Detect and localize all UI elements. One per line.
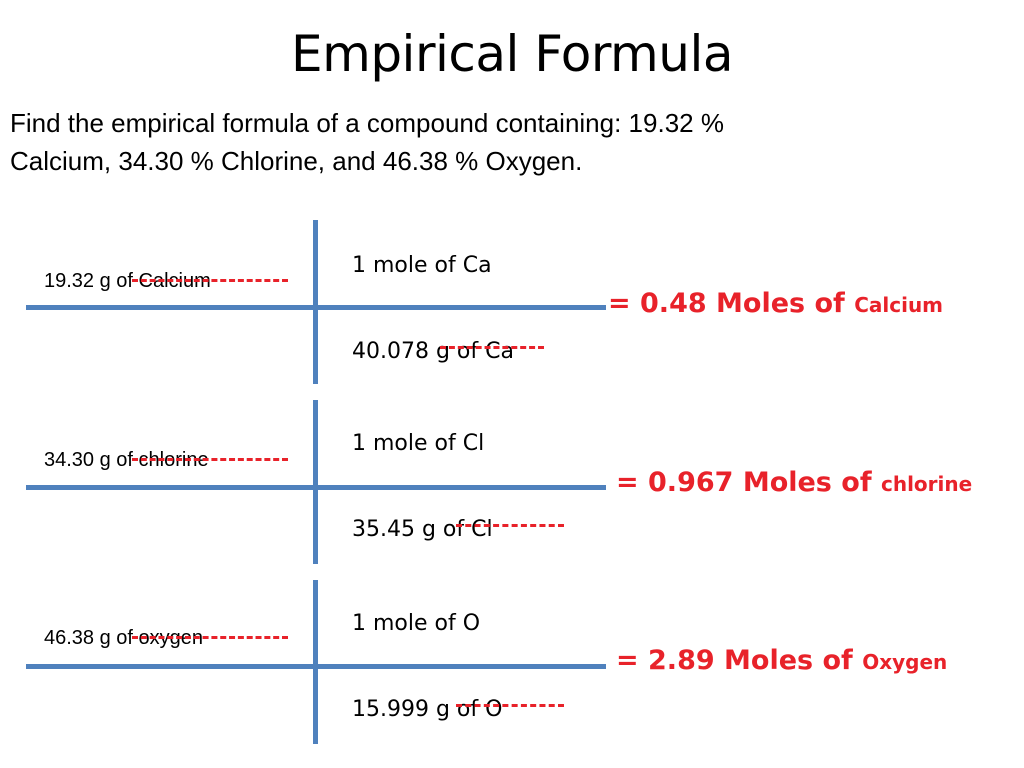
denominator-chlorine: 35.45 g of Cl xyxy=(352,517,493,542)
slide-title: Empirical Formula xyxy=(291,25,733,83)
result-chlorine: = 0.967 Moles of chlorine xyxy=(616,466,972,501)
result-value-chlorine: = 0.967 Moles of xyxy=(616,467,872,498)
cancel-mark xyxy=(132,636,288,639)
cancel-mark xyxy=(440,346,544,349)
conversion-divider-horizontal xyxy=(26,305,606,310)
conversion-divider-vertical xyxy=(313,400,318,564)
result-value-calcium: = 0.48 Moles of xyxy=(608,288,845,319)
conversion-oxygen: 46.38 g of oxygen 1 mole of O 15.999 g o… xyxy=(0,580,1024,750)
given-mass-oxygen: 46.38 g of oxygen xyxy=(44,627,204,649)
given-mass-calcium: 19.32 g of Calcium xyxy=(44,270,211,292)
result-value-oxygen: = 2.89 Moles of xyxy=(616,645,853,676)
conversion-chlorine: 34.30 g of chlorine 1 mole of Cl 35.45 g… xyxy=(0,400,1024,570)
conversion-divider-vertical xyxy=(313,220,318,384)
denominator-oxygen: 15.999 g of O xyxy=(352,697,503,722)
result-element-calcium: Calcium xyxy=(854,293,944,317)
cancel-mark xyxy=(456,524,564,527)
conversion-calcium: 19.32 g of Calcium 1 mole of Ca 40.078 g… xyxy=(0,220,1024,390)
result-calcium: = 0.48 Moles of Calcium xyxy=(608,287,943,322)
given-mass-chlorine: 34.30 g of chlorine xyxy=(44,449,209,471)
numerator-oxygen: 1 mole of O xyxy=(352,611,481,636)
numerator-chlorine: 1 mole of Cl xyxy=(352,431,485,456)
numerator-calcium: 1 mole of Ca xyxy=(352,253,492,278)
cancel-mark xyxy=(132,458,288,461)
conversion-divider-horizontal xyxy=(26,664,606,669)
result-oxygen: = 2.89 Moles of Oxygen xyxy=(616,644,947,679)
result-element-chlorine: chlorine xyxy=(880,472,973,496)
problem-line-1: Find the empirical formula of a compound… xyxy=(10,108,724,138)
problem-line-2: Calcium, 34.30 % Chlorine, and 46.38 % O… xyxy=(10,146,583,176)
problem-statement: Find the empirical formula of a compound… xyxy=(10,104,1010,180)
result-element-oxygen: Oxygen xyxy=(862,650,948,674)
denominator-calcium: 40.078 g of Ca xyxy=(352,339,514,364)
conversion-divider-vertical xyxy=(313,580,318,744)
cancel-mark xyxy=(456,704,564,707)
cancel-mark xyxy=(132,279,288,282)
conversion-divider-horizontal xyxy=(26,485,606,490)
